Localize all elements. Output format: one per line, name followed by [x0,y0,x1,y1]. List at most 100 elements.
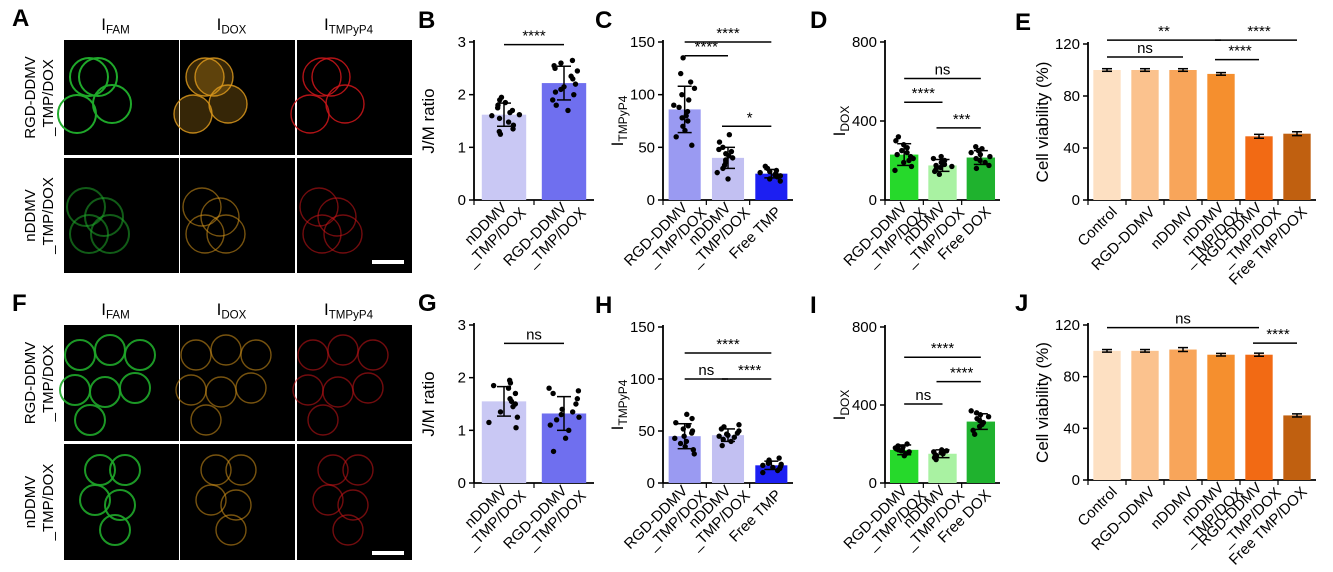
y-tick-label: 150 [630,34,655,51]
chart-I: IIDOX0400800****ns****RGD-DDMV_TMP/DOXnD… [810,292,1000,554]
y-tick-label: 0 [869,192,877,209]
y-axis-label: J/M ratio [419,371,438,436]
channel-label: IDOX [217,300,247,322]
data-point [509,107,516,114]
data-point [985,414,992,420]
cell-outline [185,214,225,254]
data-point [677,440,684,447]
bar [1283,133,1311,200]
cell-outline [206,214,246,254]
cell-outline [124,339,156,371]
data-point [731,434,738,440]
data-point [505,119,512,125]
y-axis-label-main: J/M ratio [419,371,438,436]
significance-label: ns [698,362,714,379]
significance-label: **** [1247,23,1271,40]
y-tick-label: 120 [1055,317,1080,334]
channel-label-main: I [324,15,329,34]
data-point [689,428,696,434]
y-tick-label: 40 [1063,420,1080,437]
y-axis-label-main: I [830,416,849,421]
row-label-line: _TMP/DOX [40,464,57,542]
channel-label-main: I [324,300,329,319]
bar [1169,70,1197,200]
significance-label: **** [522,28,546,45]
cell-outline [332,514,364,546]
data-point [723,150,729,157]
data-point [973,410,980,416]
channel-label-sub: DOX [221,310,246,322]
panel-letter: I [810,292,817,319]
panel-letter: J [1015,290,1028,317]
panel-letter: H [595,292,612,319]
channel-label: ITMPyP4 [324,15,374,37]
channel-label-sub: TMPyP4 [329,310,374,322]
cell-outline [119,372,151,404]
data-point [565,107,571,114]
data-point [904,149,910,156]
row-label-line: _TMP/DOX [40,177,57,255]
data-point [690,447,697,453]
panel-letter: G [418,290,437,317]
data-point [943,448,950,454]
cell-outline [99,514,131,546]
data-point [680,55,686,61]
cell-outline [352,372,384,404]
data-point [576,414,582,420]
cell-outline [69,214,109,254]
cell-outline [57,94,97,134]
bar [1245,354,1273,480]
bar [1093,70,1121,200]
chart-C: CITMPyP4050100150*********RGD-DDMV_TMP/D… [595,7,793,271]
data-point [553,417,560,423]
bar [1131,350,1159,480]
data-point [970,427,976,434]
y-tick-label: 0 [869,475,877,492]
bar [1093,350,1121,480]
y-tick-label: 0 [1072,472,1080,489]
y-tick-label: 0 [458,475,466,492]
cell-outline [311,57,351,97]
data-point [513,425,519,431]
significance-label: ns [1175,311,1191,328]
data-point [678,70,684,77]
significance-label: **** [695,39,719,56]
channel-label-main: I [101,300,106,319]
data-point [906,449,912,455]
cell-outline [302,214,342,254]
bar [481,114,527,200]
y-tick-label: 150 [630,319,655,336]
data-point [575,388,582,394]
channel-label-sub: DOX [221,25,246,37]
y-tick-label: 800 [852,34,877,51]
y-axis-label-main: J/M ratio [419,88,438,153]
data-point [716,146,722,153]
data-point [553,102,559,108]
significance-label: **** [716,25,740,42]
panel-letter: B [418,7,435,34]
chart-D: DIDOX0400800ns*******RGD-DDMV_TMP/DOXnDD… [810,7,1000,271]
cell-outline [185,57,225,97]
data-point [973,143,979,150]
data-point [904,441,910,447]
data-point [908,163,915,170]
significance-label: **** [931,340,955,357]
data-point [716,139,723,145]
micrograph-tile [64,444,179,560]
data-point [510,122,517,128]
data-point [574,68,581,74]
y-axis-label-sub: DOX [838,106,852,132]
y-tick-label: 1 [458,422,466,439]
cell-outline [299,187,339,227]
data-point [687,79,694,85]
y-axis-label: Cell viability (%) [1033,342,1052,463]
cell-outline [190,404,222,436]
micrograph-tile [64,40,179,155]
micrograph-tile [297,444,412,560]
significance-label: *** [953,111,971,128]
y-tick-label: 800 [852,319,877,336]
data-point [546,385,552,391]
